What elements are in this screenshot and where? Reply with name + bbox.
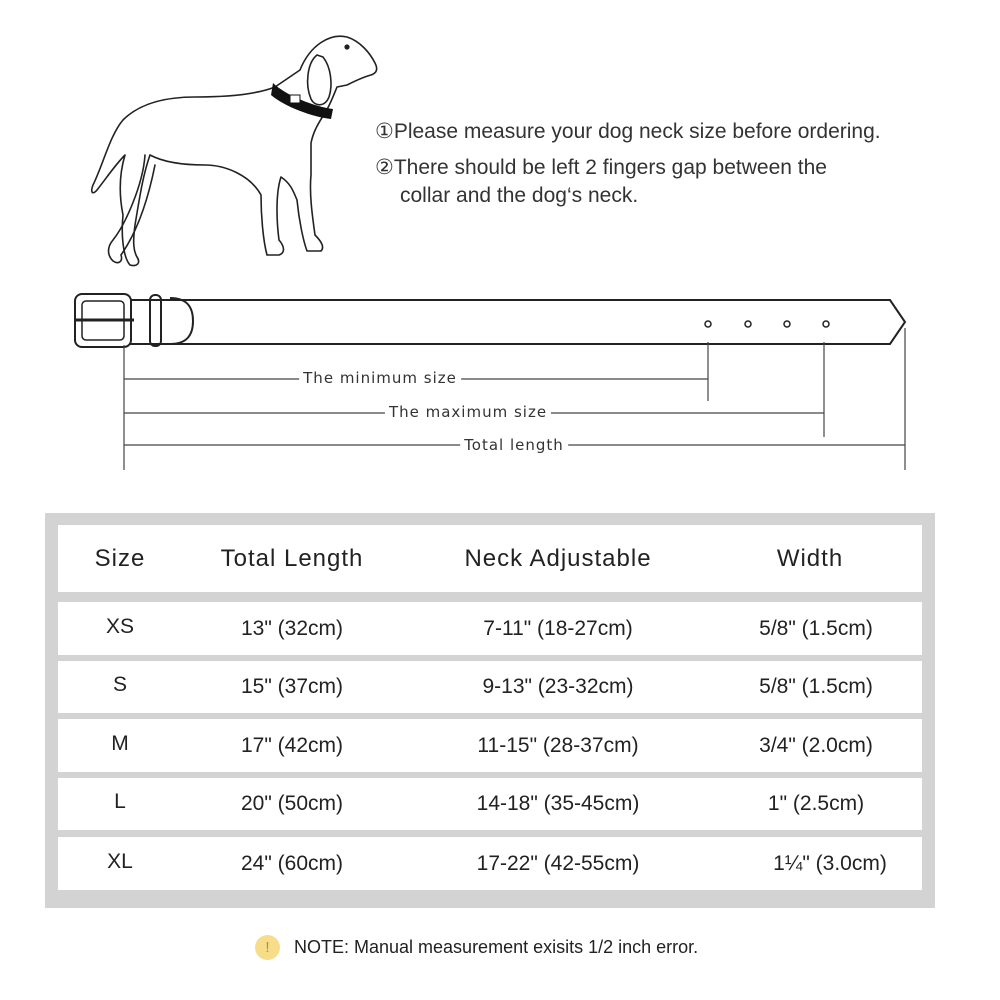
header-neck-adjustable: Neck Adjustable (464, 544, 652, 572)
collar-hole (744, 320, 752, 328)
header-width: Width (776, 544, 844, 572)
cell-neck: 14-18" (35-45cm) (476, 792, 640, 815)
cell-neck: 9-13" (23-32cm) (482, 675, 634, 698)
max-size-label: The maximum size (384, 403, 552, 421)
header-total-length: Total Length (220, 544, 364, 572)
cell-width: 5/8" (1.5cm) (759, 616, 873, 640)
cell-total-length: 20" (50cm) (241, 792, 343, 815)
note: ! NOTE: Manual measurement exisits 1/2 i… (255, 935, 698, 960)
instruction-1: ①Please measure your dog neck size befor… (375, 120, 881, 143)
cell-width: 5/8" (1.5cm) (759, 675, 873, 698)
collar-hole (704, 320, 712, 328)
cell-size: M (111, 731, 129, 755)
cell-width: 3/4" (2.0cm) (759, 733, 873, 757)
dog-illustration (90, 35, 378, 267)
size-table: Size Total Length Neck Adjustable Width … (45, 513, 935, 908)
table-row: S 15" (37cm) 9-13" (23-32cm) 5/8" (1.5cm… (58, 661, 922, 713)
instruction-2: ②There should be left 2 fingers gap betw… (375, 156, 827, 179)
cell-neck: 11-15" (28-37cm) (477, 733, 639, 757)
cell-size: L (114, 790, 126, 813)
collar-hole (822, 320, 830, 328)
collar-hole (783, 320, 791, 328)
cell-size: XS (105, 614, 135, 638)
table-header-row: Size Total Length Neck Adjustable Width (58, 525, 922, 592)
note-text: NOTE: Manual measurement exisits 1/2 inc… (294, 937, 699, 957)
cell-size: S (112, 673, 128, 696)
cell-width: 1¼" (3.0cm) (773, 851, 887, 875)
cell-total-length: 15" (37cm) (241, 675, 343, 698)
cell-total-length: 17" (42cm) (241, 733, 343, 757)
table-row: L 20" (50cm) 14-18" (35-45cm) 1" (2.5cm) (58, 778, 922, 830)
cell-total-length: 24" (60cm) (241, 851, 343, 875)
total-length-label: Total length (460, 436, 568, 454)
cell-neck: 17-22" (42-55cm) (476, 851, 640, 875)
cell-neck: 7-11" (18-27cm) (483, 616, 633, 640)
warning-icon: ! (255, 935, 280, 960)
dog-collar-icon (271, 83, 333, 119)
table-row: M 17" (42cm) 11-15" (28-37cm) 3/4" (2.0c… (58, 719, 922, 772)
cell-size: XL (107, 849, 133, 873)
header-size: Size (94, 544, 146, 572)
instruction-2-cont: collar and the dog‘s neck. (400, 184, 639, 207)
cell-width: 1" (2.5cm) (767, 792, 865, 815)
table-row: XS 13" (32cm) 7-11" (18-27cm) 5/8" (1.5c… (58, 602, 922, 655)
min-size-label: The minimum size (299, 369, 461, 387)
cell-total-length: 13" (32cm) (241, 616, 343, 640)
table-row: XL 24" (60cm) 17-22" (42-55cm) 1¼" (3.0c… (58, 837, 922, 890)
